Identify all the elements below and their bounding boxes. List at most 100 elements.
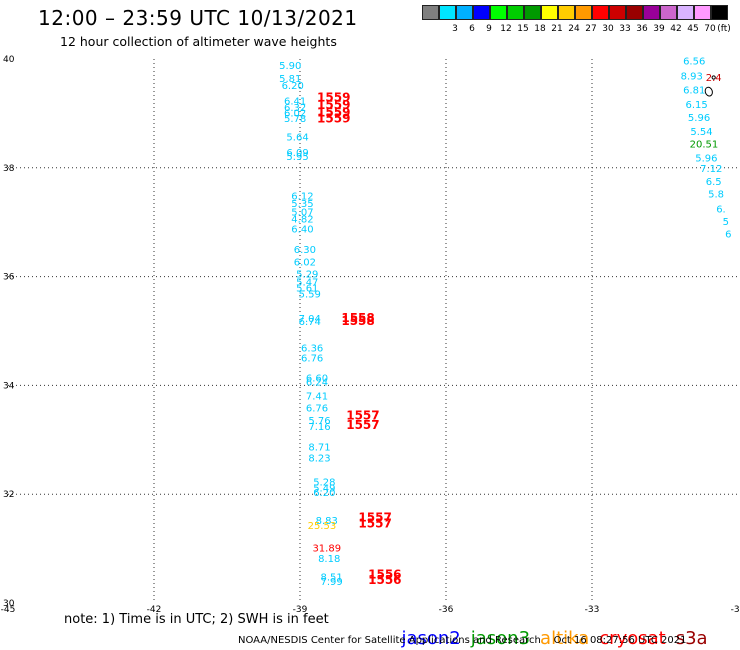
note-text: note: 1) Time is in UTC; 2) SWH is in fe… (64, 612, 329, 627)
colorbar-tick-label: 3 (452, 24, 458, 34)
lon-tick-label: -30 (731, 605, 740, 615)
swh-observation: 5 (723, 217, 729, 228)
colorbar-tick-label: 15 (517, 24, 529, 34)
swh-observation: 5.07 (291, 208, 313, 219)
pass-time-label: 1557 (346, 418, 379, 432)
colorbar-swatch (626, 5, 643, 20)
swh-observation: 5.35 (291, 199, 313, 210)
swh-observation: 6.12 (291, 191, 313, 202)
swh-observation: 5.76 (308, 416, 330, 427)
colorbar-tick-label: 6 (469, 24, 475, 34)
swh-observation: 6.30 (294, 245, 316, 256)
legend-altika: altika (540, 628, 590, 649)
colorbar-swatch (490, 5, 507, 20)
swh-observation: 7.99 (321, 577, 343, 588)
lon-tick-label: -36 (439, 605, 454, 615)
colorbar-tick-label: 21 (551, 24, 563, 34)
colorbar-tick-label: 36 (636, 24, 648, 34)
colorbar-tick-label: 12 (500, 24, 512, 34)
lat-tick-label: 36 (3, 273, 15, 283)
pass-time-label: 1559 (317, 98, 350, 112)
pass-time-label: 1559 (317, 106, 350, 120)
swh-observation: 5.95 (286, 152, 308, 163)
lat-tick-label: 40 (3, 55, 15, 65)
swh-observation: 6. (716, 204, 726, 215)
swh-observation: 5.96 (695, 153, 717, 164)
pass-time-label: 1559 (317, 112, 350, 126)
swh-observation: 6.09 (286, 148, 308, 159)
swh-observation: 25.53 (308, 521, 337, 532)
colorbar-swatch (456, 5, 473, 20)
colorbar-tick-label: 30 (602, 24, 614, 34)
pass-time-label: 1557 (346, 409, 379, 423)
swh-observation: 5.90 (279, 61, 301, 72)
swh-observation: 5.78 (284, 114, 306, 125)
colorbar-tick-label: 42 (670, 24, 682, 34)
swh-observation: 7.12 (700, 164, 722, 175)
swh-observation: 31.89 (312, 543, 341, 554)
swh-observation: 6.36 (301, 344, 323, 355)
swh-observation: 7.04 (299, 314, 321, 325)
colorbar-tick-label: 39 (653, 24, 665, 34)
legend-jason2: jason2 (401, 628, 461, 649)
colorbar-swatch (473, 5, 490, 20)
credit-line: NOAA/NESDIS Center for Satellite Applica… (238, 635, 687, 646)
satellite-legend: jason2 jason3 altika cryosat s3a (390, 607, 718, 649)
swh-observation: 6.02 (284, 109, 306, 120)
colorbar-swatch (558, 5, 575, 20)
lat-tick-label: 38 (3, 164, 15, 174)
colorbar-tick-label: 27 (585, 24, 597, 34)
swh-observation: 5.96 (688, 113, 710, 124)
swh-observation: 6.40 (291, 225, 313, 236)
pass-time-label: 1556 (368, 568, 401, 582)
swh-observation: 6.60 (306, 374, 328, 385)
swh-observation: 5.54 (690, 127, 712, 138)
colorbar-swatch (660, 5, 677, 20)
colorbar-swatch (575, 5, 592, 20)
lon-tick-label: -39 (293, 605, 308, 615)
lon-tick-label: -45 (1, 605, 16, 615)
island-outline (711, 75, 716, 80)
swh-observation: 5.8 (708, 190, 724, 201)
colorbar-tick-label: 70 (704, 24, 716, 34)
swh-observation: 5.49 (313, 483, 335, 494)
swh-observation: 5.47 (296, 277, 318, 288)
swh-observation: 20.51 (690, 140, 719, 151)
swh-observation: 7.16 (308, 422, 330, 433)
swh-observation: 8.71 (308, 443, 330, 454)
swh-observation: 7.41 (306, 392, 328, 403)
legend-cryosat: cryosat (599, 628, 666, 649)
colorbar-tick-label: 9 (486, 24, 492, 34)
colorbar-swatch (507, 5, 524, 20)
colorbar-swatch (592, 5, 609, 20)
swh-observation: 5.28 (313, 477, 335, 488)
swh-observation: 5.64 (286, 133, 308, 144)
swh-observation: 6.20 (282, 81, 304, 92)
swh-observation: 5.61 (296, 283, 318, 294)
swh-observation: 8.51 (321, 573, 343, 584)
colorbar-swatch (677, 5, 694, 20)
lat-tick-label: 32 (3, 490, 14, 500)
swh-observation: 6.20 (313, 488, 335, 499)
lat-tick-label: 34 (3, 381, 15, 391)
swh-observation: 5.29 (296, 270, 318, 281)
colorbar-swatch (694, 5, 711, 20)
swh-observation: 8.23 (308, 454, 330, 465)
swh-observation: 2.4 (706, 73, 722, 84)
swh-observation: 6.76 (306, 404, 328, 415)
swh-observation: 6.32 (284, 103, 306, 114)
lat-tick-label: 30 (3, 599, 15, 609)
swh-observation: 6.02 (294, 258, 316, 269)
swh-observation: 5.81 (279, 74, 301, 85)
swh-observation: 6.15 (686, 100, 708, 111)
swh-observation: 6.5 (706, 177, 722, 188)
pass-time-label: 1558 (341, 314, 374, 328)
pass-time-label: 1558 (341, 311, 374, 325)
swh-observation: 6 (725, 229, 731, 240)
swh-observation: 4.82 (291, 215, 313, 226)
swh-observation: 8.18 (318, 554, 340, 565)
pass-time-label: 1557 (358, 510, 391, 524)
colorbar-tick-label: 45 (687, 24, 699, 34)
pass-time-label: 1559 (317, 90, 350, 104)
colorbar-swatch (711, 5, 728, 20)
